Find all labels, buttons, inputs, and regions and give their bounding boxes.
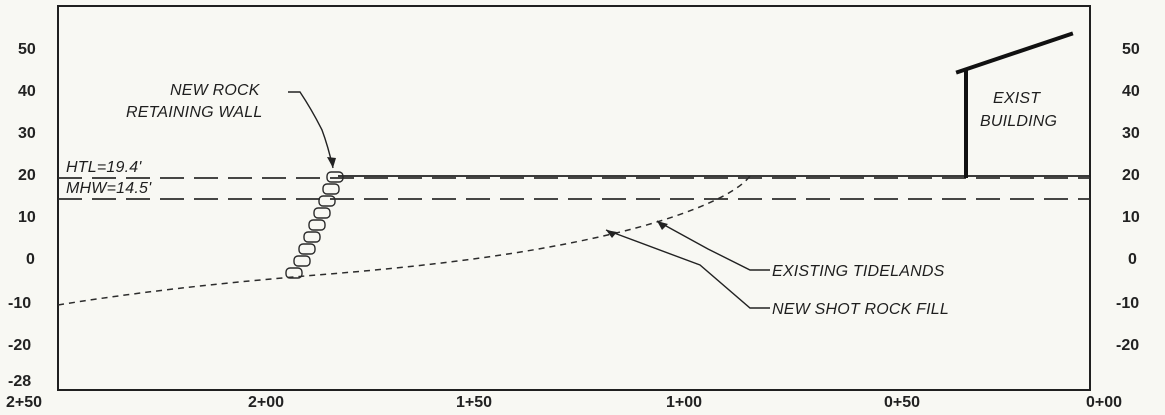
- x-tick-0-50: 0+50: [884, 394, 920, 411]
- y-tick-right-30: 30: [1122, 125, 1140, 142]
- y-tick-right-neg20: -20: [1116, 337, 1139, 354]
- diagram-frame: [57, 5, 1091, 391]
- y-tick-right-0: 0: [1128, 251, 1137, 268]
- existing-tidelands-profile: [57, 175, 751, 306]
- rock-block-4: [313, 207, 331, 219]
- rock-block-6: [303, 231, 321, 243]
- new-shot-rock-fill-leader-arrow: [606, 230, 617, 238]
- y-tick-right-20: 20: [1122, 167, 1140, 184]
- exist-building-label-line2: BUILDING: [980, 113, 1057, 130]
- existing-tidelands-label: EXISTING TIDELANDS: [772, 263, 945, 280]
- existing-tidelands-leader: [656, 220, 770, 271]
- rock-block-5: [308, 219, 326, 231]
- x-tick-2-50: 2+50: [6, 394, 42, 411]
- existing-tidelands-leader-arrow: [657, 221, 668, 230]
- new-rock-wall-label-line2: RETAINING WALL: [126, 104, 262, 121]
- y-tick-left-neg28: -28: [8, 373, 31, 390]
- x-tick-2-00: 2+00: [248, 394, 284, 411]
- rock-wall-leader: [288, 91, 334, 169]
- rock-retaining-wall: [285, 171, 344, 279]
- y-tick-left-neg20: -20: [8, 337, 31, 354]
- y-tick-left-20: 20: [18, 167, 36, 184]
- y-tick-right-40: 40: [1122, 83, 1140, 100]
- y-tick-left-10: 10: [18, 209, 36, 226]
- y-tick-right-10: 10: [1122, 209, 1140, 226]
- x-tick-1-00: 1+00: [666, 394, 702, 411]
- rock-block-8: [293, 255, 311, 267]
- new-rock-wall-label-line1: NEW ROCK: [170, 82, 261, 99]
- rock-block-1: [326, 171, 344, 183]
- y-tick-left-50: 50: [18, 41, 36, 58]
- htl-label: HTL=19.4': [66, 159, 142, 176]
- y-tick-left-40: 40: [18, 83, 36, 100]
- x-tick-1-50: 1+50: [456, 394, 492, 411]
- x-tick-0-00: 0+00: [1086, 394, 1122, 411]
- rock-block-9: [285, 267, 303, 279]
- building-roof: [955, 31, 1074, 75]
- exist-building-label-line1: EXIST: [993, 90, 1041, 107]
- rock-wall-leader-arrow: [327, 157, 336, 168]
- y-tick-left-neg10: -10: [8, 295, 31, 312]
- y-tick-left-0: 0: [26, 251, 35, 268]
- rock-block-7: [298, 243, 316, 255]
- y-tick-left-30: 30: [18, 125, 36, 142]
- rock-block-2: [322, 183, 340, 195]
- new-shot-rock-fill-leader: [605, 229, 770, 309]
- y-tick-right-neg10: -10: [1116, 295, 1139, 312]
- new-shot-rock-fill-label: NEW SHOT ROCK FILL: [772, 301, 949, 318]
- y-tick-right-50: 50: [1122, 41, 1140, 58]
- mhw-label: MHW=14.5': [66, 180, 152, 197]
- existing-building: [955, 31, 1074, 178]
- rock-block-3: [318, 195, 336, 207]
